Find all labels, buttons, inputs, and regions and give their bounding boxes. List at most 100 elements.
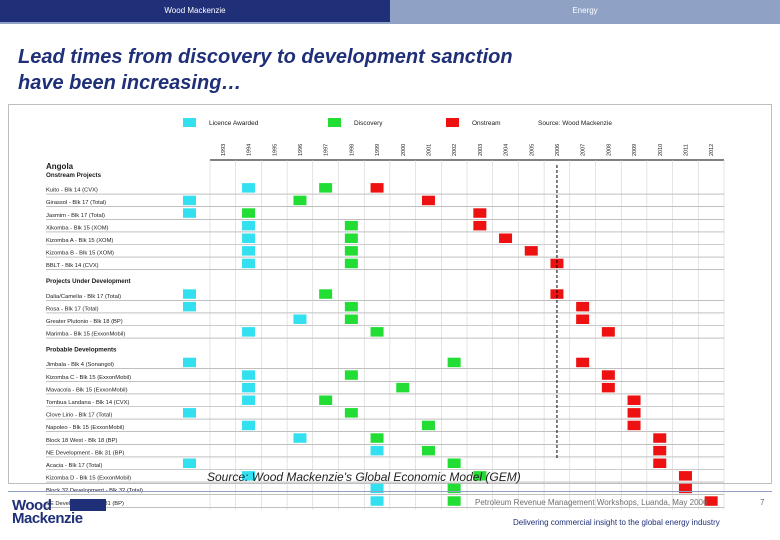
discovery-marker (447, 496, 461, 506)
footer-event: Petroleum Revenue Management Workshops, … (475, 498, 708, 507)
licence-marker (370, 445, 384, 456)
discovery-marker (473, 471, 487, 481)
onstream-marker (499, 233, 513, 243)
legend-onstream-label: Onstream (472, 120, 501, 127)
licence-marker (293, 314, 307, 324)
year-label: 2005 (529, 144, 535, 156)
logo-line-2: Mackenzie (12, 510, 83, 527)
discovery-marker (421, 420, 435, 431)
discovery-marker (396, 382, 410, 393)
legend-licence-swatch (183, 118, 196, 127)
slide-title: Lead times from discovery to development… (18, 44, 638, 96)
project-label: Girassol - Blk 17 (Total) (46, 200, 106, 206)
year-label: 1999 (375, 144, 381, 156)
onstream-marker (370, 183, 384, 193)
legend-discovery-label: Discovery (354, 120, 383, 127)
onstream-marker (627, 408, 641, 418)
discovery-marker (344, 314, 358, 324)
licence-marker (183, 301, 196, 312)
country-label: Angola (46, 162, 74, 171)
discovery-marker (344, 246, 358, 256)
section-title: Onstream Projects (46, 172, 102, 179)
year-label: 2004 (504, 144, 510, 156)
licence-marker (242, 233, 256, 243)
project-label: Kuito - Blk 14 (CVX) (46, 188, 98, 194)
discovery-marker (319, 183, 333, 193)
year-label: 2001 (426, 144, 432, 156)
project-label: Dalia/Camelia - Blk 17 (Total) (46, 294, 121, 300)
year-label: 2008 (606, 144, 612, 156)
licence-marker (242, 382, 256, 393)
discovery-marker (447, 483, 461, 494)
logo-line-1: Wood (12, 497, 52, 514)
project-label: Napoleo - Blk 15 (ExxonMobil) (46, 425, 124, 431)
header-divider (0, 22, 780, 24)
year-label: 2000 (401, 144, 407, 156)
onstream-marker (678, 483, 692, 494)
year-label: 1998 (349, 144, 355, 156)
project-label: Tombua Landana - Blk 14 (CVX) (46, 400, 130, 406)
header-left-label: Wood Mackenzie (0, 0, 390, 22)
licence-marker (370, 483, 384, 494)
legend-discovery-swatch (328, 118, 341, 127)
onstream-marker (653, 445, 667, 456)
source-note: Source: Wood Mackenzie's Global Economic… (207, 470, 521, 484)
discovery-marker (242, 208, 256, 218)
licence-marker (293, 433, 307, 443)
company-logo: Wood Mackenzie (12, 497, 108, 527)
discovery-marker (447, 458, 461, 468)
logo-mark-icon (70, 499, 106, 511)
licence-marker (242, 220, 256, 231)
licence-marker (183, 208, 196, 218)
legend-source: Source: Wood Mackenzie (538, 120, 612, 127)
licence-marker (242, 258, 256, 269)
project-label: Marimba - Blk 15 (ExxonMobil) (46, 332, 125, 338)
footer-divider (8, 491, 772, 492)
licence-marker (242, 246, 256, 256)
licence-marker (183, 289, 196, 299)
header-right-label: Energy (390, 0, 780, 22)
onstream-marker (627, 395, 641, 405)
discovery-marker (370, 433, 384, 443)
onstream-marker (601, 327, 615, 337)
project-label: Acacia - Blk 17 (Total) (46, 463, 102, 469)
licence-marker (242, 471, 256, 481)
onstream-marker (524, 246, 538, 256)
year-label: 1997 (324, 144, 330, 156)
section-title: Probable Developments (46, 347, 117, 354)
discovery-marker (319, 289, 333, 299)
onstream-marker (601, 370, 615, 380)
project-label: Block 18 West - Blk 18 (BP) (46, 438, 117, 444)
page-number: 7 (760, 498, 765, 507)
onstream-marker (627, 420, 641, 431)
project-label: Mavacola - Blk 15 (ExxonMobil) (46, 387, 128, 393)
legend-licence-label: Licence Awarded (209, 120, 259, 127)
year-label: 2003 (478, 144, 484, 156)
project-label: NE Development - Blk 31 (BP) (46, 450, 124, 456)
project-label: BBLT - Blk 14 (CVX) (46, 263, 99, 269)
licence-marker (242, 370, 256, 380)
licence-marker (183, 195, 196, 206)
discovery-marker (344, 370, 358, 380)
onstream-marker (473, 208, 487, 218)
discovery-marker (344, 220, 358, 231)
discovery-marker (293, 195, 307, 206)
footer-tagline: Delivering commercial insight to the glo… (513, 518, 720, 527)
project-label: Kizomba D - Blk 15 (ExxonMobil) (46, 476, 131, 482)
project-label: Xikomba - Blk 15 (XOM) (46, 225, 109, 231)
onstream-marker (550, 289, 564, 299)
year-label: 2002 (452, 144, 458, 156)
licence-marker (242, 395, 256, 405)
year-label: 2010 (658, 144, 664, 156)
section-title: Projects Under Development (46, 278, 131, 285)
year-label: 1996 (298, 144, 304, 156)
project-label: Jimbala - Blk 4 (Sonangol) (46, 362, 114, 368)
onstream-marker (576, 357, 590, 368)
slide-title-line-1: Lead times from discovery to development… (18, 46, 513, 68)
year-label: 1994 (247, 144, 253, 156)
onstream-marker (550, 258, 564, 269)
year-label: 2009 (632, 144, 638, 156)
licence-marker (183, 357, 196, 368)
discovery-marker (319, 395, 333, 405)
